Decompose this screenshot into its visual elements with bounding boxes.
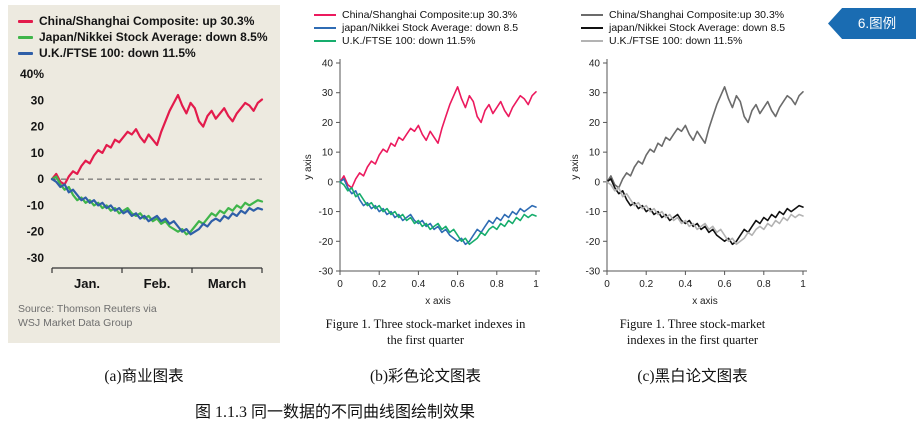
legend-item-nikkei: Japan/Nikkei Stock Average: down 8.5% — [18, 30, 280, 44]
x-tick-label: 0.8 — [490, 279, 504, 290]
series-line-0 — [50, 93, 264, 186]
y-tick-label: 10 — [589, 148, 601, 159]
series-line-0 — [339, 85, 537, 189]
legend-label-ftse: U.K./FTSE 100: down 11.5% — [342, 35, 476, 47]
legend-bw-paper: China/Shanghai Composite:up 30.3% japan/… — [581, 9, 820, 47]
x-tick-label: 1 — [800, 279, 806, 290]
legend-item-ftse: U.K./FTSE 100: down 11.5% — [581, 35, 820, 47]
legend-swatch-shanghai — [581, 14, 603, 16]
series-line-2 — [50, 177, 264, 236]
legend-item-ftse: U.K./FTSE 100: down 11.5% — [314, 35, 553, 47]
series-line-1 — [606, 178, 804, 246]
y-tick-label: 40% — [20, 67, 44, 81]
legend-item-shanghai: China/Shanghai Composite:up 30.3% — [581, 9, 820, 21]
legend-label-ftse: U.K./FTSE 100: down 11.5% — [39, 46, 196, 60]
caption-business-chart: (a)商业图表 — [104, 368, 184, 385]
legend-label-nikkei: japan/Nikkei Stock Average: down 8.5 — [342, 22, 519, 34]
legend-swatch-ftse — [314, 40, 336, 42]
legend-item-shanghai: China/Shanghai Composite:up 30.3% — [314, 9, 553, 21]
y-tick-label: 10 — [322, 148, 334, 159]
x-axis-title: x axis — [692, 296, 718, 307]
legend-label-nikkei: Japan/Nikkei Stock Average: down 8.5% — [39, 30, 268, 44]
y-tick-label: 0 — [37, 172, 44, 186]
series-line-2 — [339, 181, 537, 246]
y-tick-label: -10 — [319, 207, 334, 218]
caption-bw-paper-chart: (c)黑白论文图表 — [637, 368, 748, 385]
x-tick-label: Feb. — [144, 276, 171, 291]
figure-1-caption: Figure 1. Three stock-market indexes in … — [325, 317, 526, 348]
x-tick-label: 0.2 — [372, 279, 386, 290]
legend-swatch-nikkei — [314, 27, 336, 29]
legend-label-shanghai: China/Shanghai Composite:up 30.3% — [609, 9, 785, 21]
y-axis-title: y axis — [303, 154, 314, 180]
legend-label-shanghai: China/Shanghai Composite: up 30.3% — [39, 14, 255, 28]
source-note: Source: Thomson Reuters via WSJ Market D… — [18, 303, 157, 330]
y-tick-label: -30 — [27, 251, 45, 265]
series-line-0 — [606, 85, 804, 189]
y-tick-label: -20 — [27, 225, 45, 239]
bw-paper-chart-panel: China/Shanghai Composite:up 30.3% japan/… — [565, 5, 820, 349]
legend-label-nikkei: japan/Nikkei Stock Average: down 8.5 — [609, 22, 786, 34]
x-axis-title: x axis — [425, 296, 451, 307]
y-tick-label: -20 — [319, 237, 334, 248]
legend-label-ftse: U.K./FTSE 100: down 11.5% — [609, 35, 743, 47]
y-tick-label: 10 — [31, 146, 45, 160]
y-tick-label: 30 — [589, 88, 601, 99]
legend-swatch-nikkei — [581, 27, 603, 29]
y-axis-title: y axis — [570, 154, 581, 180]
y-tick-label: -30 — [319, 267, 334, 278]
y-tick-label: -20 — [586, 237, 601, 248]
series-line-1 — [50, 175, 264, 236]
legend-swatch-shanghai — [314, 14, 336, 16]
x-tick-label: 0.6 — [451, 279, 465, 290]
x-tick-label: Jan. — [74, 276, 100, 291]
legend-swatch-shanghai — [18, 19, 33, 23]
caption-color-paper-chart: (b)彩色论文图表 — [369, 368, 482, 385]
business-line-chart: 40% 30 20 10 0 -10 -20 -30 Jan. Feb. March — [20, 67, 264, 291]
business-chart-panel: China/Shanghai Composite: up 30.3% Japan… — [8, 5, 280, 343]
y-tick-label: 20 — [322, 118, 334, 129]
legend-swatch-nikkei — [18, 35, 33, 39]
color-paper-chart-panel: China/Shanghai Composite:up 30.3% japan/… — [298, 5, 553, 349]
legend-color-paper: China/Shanghai Composite:up 30.3% japan/… — [314, 9, 553, 47]
legend-swatch-ftse — [18, 51, 33, 55]
x-tick-label: 0.4 — [678, 279, 692, 290]
y-tick-label: 40 — [322, 59, 334, 70]
y-tick-label: 0 — [327, 177, 333, 188]
y-tick-label: -30 — [586, 267, 601, 278]
y-tick-label: 30 — [322, 88, 334, 99]
y-tick-label: 20 — [589, 118, 601, 129]
x-tick-label: 1 — [533, 279, 539, 290]
figure-main-caption: 图 1.1.3 同一数据的不同曲线图绘制效果 — [194, 404, 475, 421]
y-tick-label: 0 — [594, 177, 600, 188]
y-tick-label: 20 — [31, 120, 45, 134]
x-tick-label: 0 — [337, 279, 343, 290]
x-tick-label: March — [208, 276, 246, 291]
y-tick-label: 40 — [589, 59, 601, 70]
legend-swatch-ftse — [581, 40, 603, 42]
legend-item-shanghai: China/Shanghai Composite: up 30.3% — [18, 14, 280, 28]
x-tick-label: 0.6 — [718, 279, 732, 290]
legend-callout-tag: 6.图例 — [828, 8, 916, 39]
y-tick-label: -10 — [586, 207, 601, 218]
series-line-2 — [606, 181, 804, 246]
figure-1-caption: Figure 1. Three stock-market indexes in … — [619, 317, 766, 348]
legend-label-shanghai: China/Shanghai Composite:up 30.3% — [342, 9, 518, 21]
x-tick-label: 0 — [604, 279, 610, 290]
legend-business: China/Shanghai Composite: up 30.3% Japan… — [8, 14, 280, 60]
x-tick-label: 0.2 — [639, 279, 653, 290]
y-tick-label: 30 — [31, 93, 45, 107]
x-tick-label: 0.4 — [411, 279, 425, 290]
legend-item-ftse: U.K./FTSE 100: down 11.5% — [18, 46, 280, 60]
y-tick-label: -10 — [27, 198, 45, 212]
series-line-1 — [339, 178, 537, 246]
legend-item-nikkei: japan/Nikkei Stock Average: down 8.5 — [581, 22, 820, 34]
legend-item-nikkei: japan/Nikkei Stock Average: down 8.5 — [314, 22, 553, 34]
x-tick-label: 0.8 — [757, 279, 771, 290]
